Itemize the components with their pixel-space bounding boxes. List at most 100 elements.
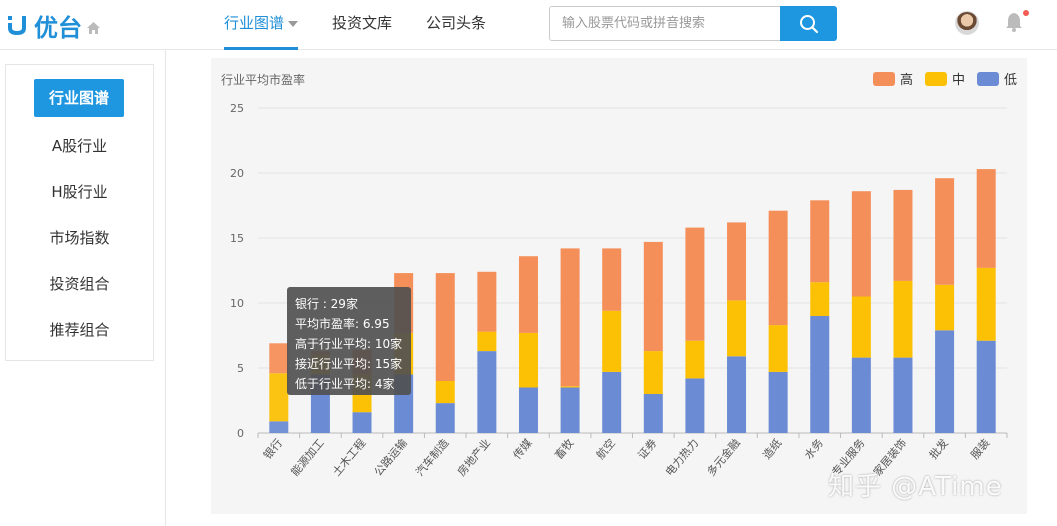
bar-segment xyxy=(560,248,580,387)
bar-segment xyxy=(435,403,455,433)
home-icon[interactable] xyxy=(86,21,101,35)
logo-mark-icon xyxy=(8,16,26,35)
x-tick-label: 土木工程 xyxy=(330,437,368,479)
bar-segment xyxy=(560,386,580,388)
bar-segment xyxy=(518,256,538,333)
sidebar: 行业图谱 A股行业 H股行业 市场指数 投资组合 推荐组合 xyxy=(5,64,154,361)
chevron-down-icon xyxy=(288,20,299,27)
nav-label: 行业图谱 xyxy=(224,14,285,32)
bar-segment xyxy=(269,373,289,422)
nav-item-library[interactable]: 投资文库 xyxy=(332,0,392,50)
legend-item-mid[interactable]: 中 xyxy=(924,69,965,88)
tooltip-line: 银行 : 29家 xyxy=(295,297,358,311)
legend-item-low[interactable]: 低 xyxy=(976,69,1017,88)
avatar[interactable] xyxy=(955,11,979,35)
nav-label: 公司头条 xyxy=(426,14,487,32)
y-tick-label: 15 xyxy=(230,232,244,245)
chart-tooltip: 银行 : 29家 平均市盈率: 6.95 高于行业平均: 10家 接近行业平均:… xyxy=(287,287,411,395)
bar-segment xyxy=(851,296,871,358)
sidebar-item-recommended[interactable]: 推荐组合 xyxy=(49,321,110,339)
sidebar-item-portfolio[interactable]: 投资组合 xyxy=(49,275,110,293)
x-tick-label: 证券 xyxy=(635,436,660,462)
sidebar-item-a-share[interactable]: A股行业 xyxy=(51,137,108,155)
bar-segment xyxy=(851,191,871,297)
legend-label: 低 xyxy=(1003,73,1017,88)
bar-segment xyxy=(810,200,830,283)
bar-segment xyxy=(685,340,705,379)
x-tick-label: 水务 xyxy=(802,437,826,462)
bar-segment xyxy=(810,316,830,433)
chart-title: 行业平均市盈率 xyxy=(221,73,306,87)
x-tick-label: 批发 xyxy=(926,436,951,462)
bar-segment xyxy=(435,273,455,381)
bar-segment xyxy=(643,351,663,394)
bar-segment xyxy=(727,356,747,433)
bar-segment xyxy=(810,282,830,316)
bar-segment xyxy=(560,387,580,433)
bar-segment xyxy=(685,227,705,341)
nav-item-headlines[interactable]: 公司头条 xyxy=(426,0,486,50)
bell-icon[interactable] xyxy=(1004,11,1024,33)
tooltip-line: 接近行业平均: 15家 xyxy=(295,357,403,371)
x-tick-label: 服装 xyxy=(968,437,992,462)
legend-swatch xyxy=(924,71,947,86)
y-tick-label: 20 xyxy=(230,167,244,180)
bar-segment xyxy=(643,394,663,433)
legend-label: 高 xyxy=(899,73,913,88)
search-input[interactable] xyxy=(549,6,780,41)
sidebar-item-h-share[interactable]: H股行业 xyxy=(51,183,108,201)
x-tick-label: 造纸 xyxy=(760,436,785,462)
bar-segment xyxy=(768,325,788,372)
bar-segment xyxy=(935,284,955,331)
x-tick-label: 房地产业 xyxy=(454,436,493,479)
x-tick-label: 畜牧 xyxy=(552,436,577,462)
bar-segment xyxy=(976,340,996,433)
bar-segment xyxy=(643,241,663,352)
y-tick-label: 5 xyxy=(237,362,244,375)
notification-dot xyxy=(1023,10,1029,16)
legend-swatch xyxy=(976,71,999,86)
bar-segment xyxy=(976,169,996,268)
y-tick-label: 25 xyxy=(230,102,244,115)
tooltip-line: 低于行业平均: 4家 xyxy=(295,377,395,391)
bar-segment xyxy=(518,387,538,433)
sidebar-item-industry-map[interactable]: 行业图谱 xyxy=(34,79,124,117)
search-bar xyxy=(549,6,837,41)
sidebar-item-market-index[interactable]: 市场指数 xyxy=(49,229,110,247)
bar-segment xyxy=(935,330,955,433)
tooltip-line: 平均市盈率: 6.95 xyxy=(295,317,390,331)
x-tick-label: 能源加工 xyxy=(288,436,327,479)
stacked-bar-chart: 0 5 10 15 20 25 银行 能源加工 土木工程 公路运输 汽车制造 房地产业 传媒 畜牧 航空 证券… xyxy=(230,102,1008,479)
chart-legend: 高 中 低 xyxy=(861,69,1017,88)
tooltip-line: 高于行业平均: 10家 xyxy=(295,337,403,351)
x-tick-label: 多元金融 xyxy=(704,436,743,479)
bar-segment xyxy=(935,178,955,285)
search-icon xyxy=(799,14,818,33)
y-tick-label: 10 xyxy=(230,297,244,310)
bar-segment xyxy=(727,222,747,301)
bar-segment xyxy=(477,271,497,332)
main-nav: 行业图谱 投资文库 公司头条 xyxy=(224,0,520,50)
x-tick-label: 传媒 xyxy=(511,437,535,462)
logo-text: 优台 xyxy=(34,13,82,42)
bar-segment xyxy=(269,343,289,374)
nav-item-industry-map[interactable]: 行业图谱 xyxy=(224,0,299,50)
content-divider xyxy=(165,50,166,526)
top-header: 优台 行业图谱 投资文库 公司头条 xyxy=(0,0,1057,50)
bar-segment xyxy=(893,357,913,433)
bar-segment xyxy=(976,267,996,341)
legend-item-high[interactable]: 高 xyxy=(872,69,913,88)
bar-segment xyxy=(602,371,622,433)
chart-panel: 行业平均市盈率 高 中 低 0 5 10 15 20 25 银行 能源加工 土木工程 公路运输 汽车… xyxy=(211,58,1027,514)
watermark: 知乎 @ATime xyxy=(828,472,1003,502)
search-button[interactable] xyxy=(780,6,837,41)
nav-label: 投资文库 xyxy=(332,14,393,32)
bar-segment xyxy=(727,300,747,357)
x-tick-label: 汽车制造 xyxy=(413,436,452,479)
bar-segment xyxy=(352,412,372,433)
bar-segment xyxy=(851,357,871,433)
bar-segment xyxy=(768,371,788,433)
bar-segment xyxy=(602,248,622,311)
logo[interactable]: 优台 xyxy=(5,8,101,42)
x-tick-label: 银行 xyxy=(260,436,285,462)
